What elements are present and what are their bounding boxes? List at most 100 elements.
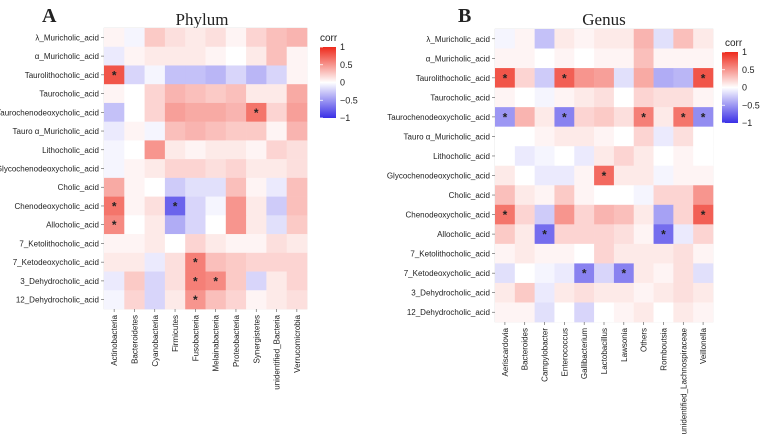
genus-cell <box>594 48 615 69</box>
phylum-cell <box>164 28 186 48</box>
genus-cell <box>534 224 555 245</box>
phylum-cell <box>144 46 166 66</box>
genus-cell <box>514 282 535 303</box>
genus-cell <box>653 87 674 108</box>
genus-cell <box>495 224 516 245</box>
phylum-cell <box>266 102 287 122</box>
phylum-cell <box>246 28 267 48</box>
phylum-cell <box>205 121 227 141</box>
panel-b-label: B <box>458 5 471 27</box>
genus-cell <box>514 146 535 167</box>
phylum-cell <box>205 28 227 48</box>
genus-y-tick-label: Chenodeoxycholic_acid <box>406 211 491 220</box>
genus-cell <box>633 107 654 127</box>
genus-cell <box>574 48 595 69</box>
genus-cell <box>495 302 516 323</box>
genus-cell <box>673 146 694 167</box>
genus-cell <box>534 302 555 323</box>
genus-significance-marker: * <box>562 110 567 124</box>
genus-cell <box>594 68 615 88</box>
genus-cell <box>554 146 575 167</box>
genus-cell <box>534 87 555 108</box>
genus-cell <box>574 185 595 206</box>
phylum-cell <box>225 140 247 160</box>
genus-cell <box>495 126 516 147</box>
phylum-cell <box>246 177 267 197</box>
phylum-cell <box>185 215 206 235</box>
genus-cell <box>554 302 575 323</box>
phylum-cell <box>246 102 267 122</box>
phylum-x-tick-label: Synergistetes <box>252 315 261 363</box>
genus-cell <box>514 126 535 147</box>
phylum-cell <box>185 28 206 48</box>
phylum-cell <box>246 159 267 179</box>
phylum-cell <box>205 140 227 160</box>
genus-cell <box>534 243 555 264</box>
phylum-cell <box>225 271 247 291</box>
genus-cell <box>554 87 575 108</box>
genus-cell <box>653 282 674 303</box>
genus-cell <box>633 282 654 303</box>
genus-significance-marker: * <box>602 169 607 183</box>
genus-cell <box>534 204 555 225</box>
genus-cell <box>495 282 516 303</box>
phylum-cell <box>286 84 308 104</box>
genus-cell <box>574 302 595 323</box>
phylum-significance-marker: * <box>112 68 117 82</box>
phylum-x-tick-label: Bacteroidetes <box>130 315 139 364</box>
phylum-significance-marker: * <box>173 199 178 213</box>
genus-cell <box>574 263 595 284</box>
genus-x-tick-label: Enterococcus <box>560 328 569 376</box>
genus-cell <box>534 165 555 186</box>
phylum-cell <box>124 177 145 197</box>
genus-cell <box>514 185 535 206</box>
genus-cell <box>693 204 714 225</box>
genus-x-tick-labels: Aeriscardovia Bacteroides Campylobacter Ent… <box>501 322 708 434</box>
genus-cell <box>574 126 595 147</box>
genus-cell <box>574 146 595 167</box>
genus-x-tick-label: Campylobacter <box>541 328 550 382</box>
phylum-cell <box>104 177 125 197</box>
genus-cell <box>534 126 555 147</box>
phylum-cell <box>185 140 206 160</box>
genus-cell <box>613 302 635 323</box>
genus-cell <box>673 263 694 284</box>
genus-cell <box>514 29 535 49</box>
genus-cell <box>693 146 714 167</box>
genus-cell <box>594 165 615 186</box>
genus-markers: * * * * * * * * * * * * * * * <box>503 71 706 280</box>
genus-cell <box>673 204 694 225</box>
phylum-significance-marker: * <box>112 218 117 232</box>
genus-cell <box>653 48 674 69</box>
genus-cell <box>495 165 516 186</box>
genus-cell <box>554 263 575 284</box>
genus-cell <box>653 126 674 147</box>
phylum-cell <box>164 290 186 310</box>
phylum-y-tick-label: 7_Ketolithocholic_acid <box>19 239 99 248</box>
genus-cell <box>594 224 615 245</box>
genus-significance-marker: * <box>503 110 508 124</box>
phylum-cell <box>246 65 267 85</box>
phylum-cell <box>104 271 125 291</box>
phylum-cell <box>266 271 287 291</box>
phylum-cell <box>124 65 145 85</box>
phylum-x-tick-label: Firmicutes <box>171 315 180 352</box>
genus-cell <box>653 29 674 49</box>
phylum-cell <box>104 84 125 104</box>
phylum-significance-marker: * <box>193 293 198 307</box>
genus-cell <box>534 48 555 69</box>
phylum-title: Phylum <box>176 10 229 29</box>
phylum-cell <box>144 140 166 160</box>
genus-cell <box>514 107 535 127</box>
phylum-cell <box>266 28 287 48</box>
genus-cell <box>693 243 714 264</box>
phylum-cell <box>185 252 206 272</box>
phylum-cell <box>205 215 227 235</box>
phylum-cell <box>104 28 125 48</box>
phylum-cell <box>124 28 145 48</box>
genus-cell <box>673 302 694 323</box>
genus-cell <box>514 204 535 225</box>
phylum-cell <box>124 215 145 235</box>
phylum-legend-tick-label: 1 <box>340 42 345 52</box>
phylum-cell <box>144 196 166 216</box>
